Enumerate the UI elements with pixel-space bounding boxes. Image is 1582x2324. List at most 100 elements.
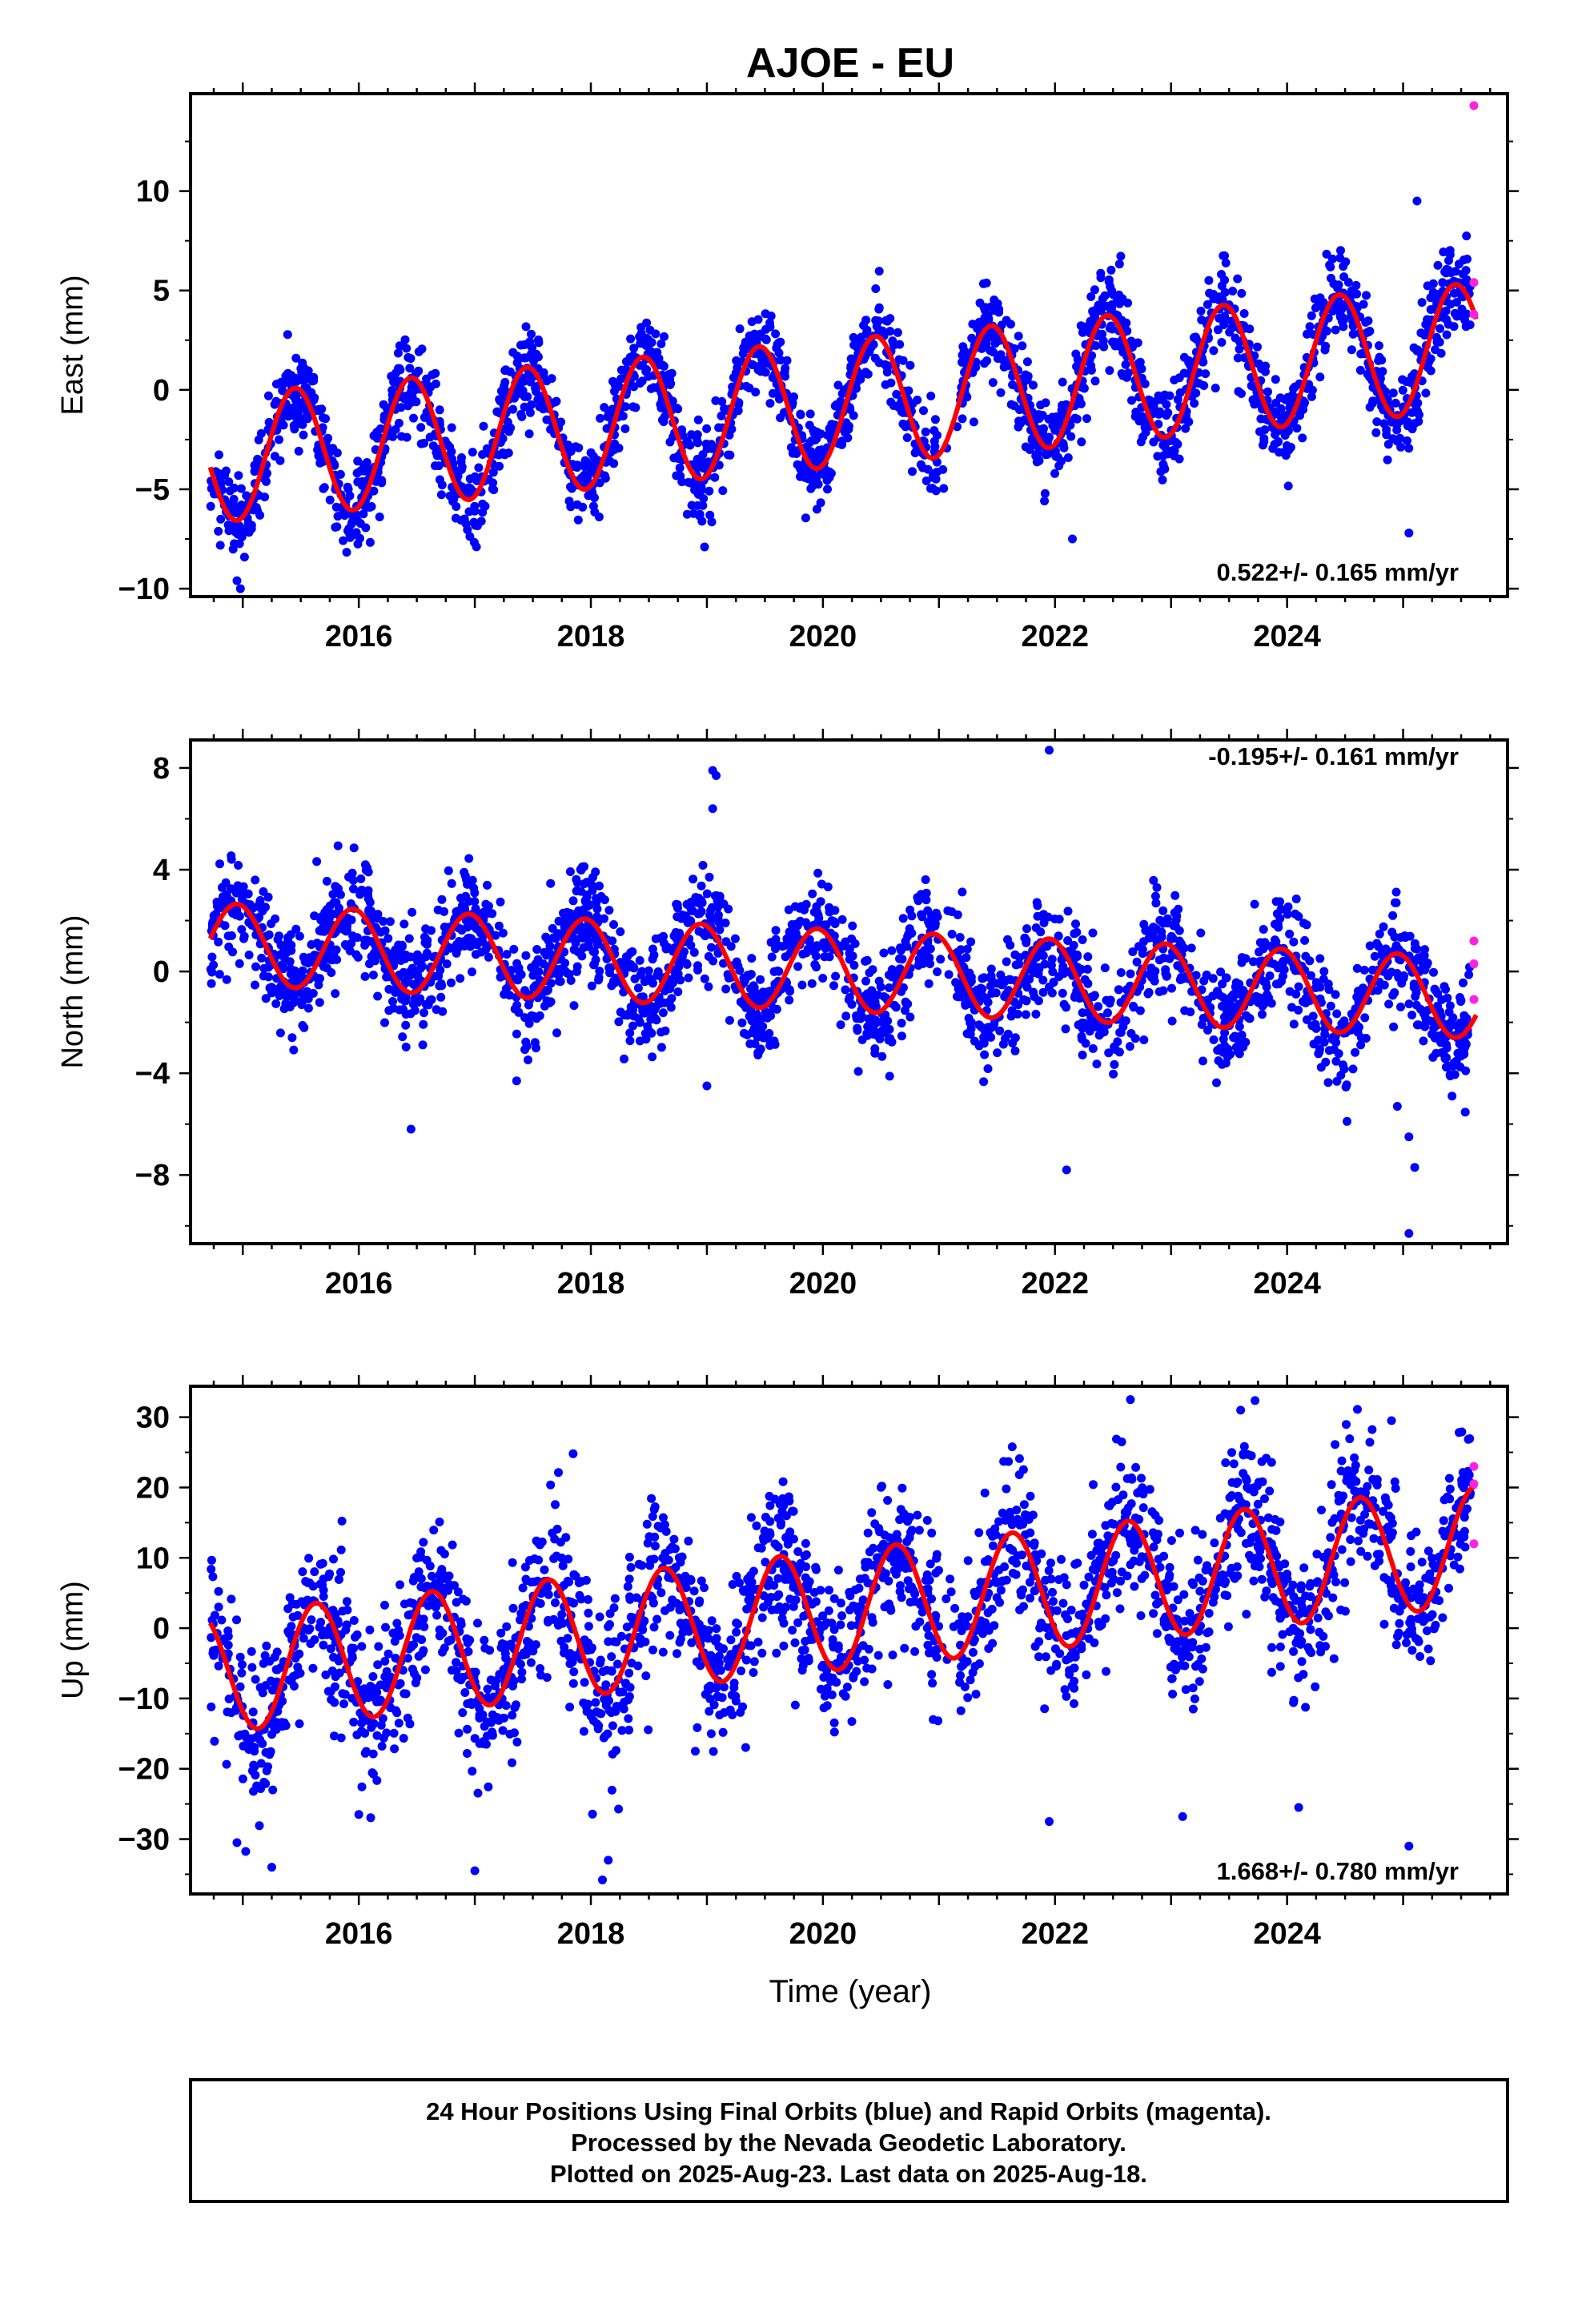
- final-orbit-point: [225, 486, 235, 496]
- final-orbit-point: [921, 427, 930, 436]
- east-final-orbit-points: [206, 196, 1475, 593]
- final-orbit-point: [926, 959, 935, 968]
- final-orbit-point: [853, 1026, 862, 1035]
- final-orbit-point: [353, 539, 363, 549]
- final-orbit-point: [885, 1072, 894, 1081]
- final-orbit-point: [1267, 999, 1276, 1008]
- final-orbit-point: [495, 395, 504, 404]
- final-orbit-point: [351, 528, 361, 537]
- final-orbit-point: [1302, 1015, 1311, 1024]
- final-orbit-point: [215, 859, 224, 869]
- final-orbit-point: [1382, 425, 1391, 435]
- final-orbit-point: [714, 423, 724, 432]
- final-orbit-point: [364, 905, 374, 915]
- final-orbit-point: [368, 971, 378, 979]
- final-orbit-point: [1322, 249, 1331, 259]
- final-orbit-point: [725, 1015, 734, 1025]
- final-orbit-point: [355, 890, 365, 899]
- final-orbit-point: [837, 915, 847, 924]
- final-orbit-point: [399, 1005, 408, 1014]
- final-orbit-point: [721, 984, 731, 994]
- final-orbit-point: [604, 906, 614, 915]
- final-orbit-point: [234, 861, 243, 870]
- final-orbit-point: [813, 918, 822, 927]
- final-orbit-point: [596, 413, 605, 423]
- final-orbit-point: [1150, 925, 1160, 935]
- final-orbit-point: [984, 315, 994, 324]
- final-orbit-point: [986, 1032, 996, 1042]
- final-orbit-point: [402, 432, 412, 442]
- final-orbit-point: [482, 444, 492, 453]
- final-orbit-point: [443, 440, 452, 449]
- final-orbit-point: [684, 477, 693, 487]
- final-orbit-point: [1421, 1018, 1431, 1027]
- final-orbit-point: [1211, 384, 1220, 393]
- final-orbit-point: [1428, 287, 1438, 297]
- final-orbit-point: [381, 1622, 390, 1632]
- final-orbit-point: [278, 386, 287, 396]
- final-orbit-point: [1390, 988, 1399, 998]
- rapid-orbit-point: [1469, 310, 1479, 320]
- final-orbit-point: [463, 934, 472, 943]
- final-orbit-point: [1030, 992, 1039, 1001]
- final-orbit-point: [1099, 342, 1109, 352]
- final-orbit-point: [288, 392, 298, 401]
- final-orbit-point: [1287, 1003, 1296, 1012]
- final-orbit-point: [283, 330, 292, 340]
- final-orbit-point: [1167, 1016, 1177, 1026]
- final-orbit-point: [897, 1483, 907, 1493]
- final-orbit-point: [349, 884, 358, 894]
- final-orbit-point: [534, 335, 543, 344]
- final-orbit-point: [1058, 988, 1067, 998]
- final-orbit-point: [332, 522, 342, 532]
- final-orbit-point: [1374, 356, 1383, 365]
- final-orbit-point: [1150, 891, 1160, 901]
- final-orbit-point: [1285, 929, 1295, 939]
- final-orbit-point: [1426, 366, 1435, 376]
- final-orbit-point: [986, 346, 995, 356]
- final-orbit-point: [966, 937, 976, 947]
- final-orbit-point: [1209, 1035, 1219, 1044]
- final-orbit-point: [675, 955, 685, 965]
- final-orbit-point: [1204, 1609, 1214, 1618]
- final-orbit-point: [565, 867, 575, 876]
- final-orbit-point: [805, 937, 814, 947]
- final-orbit-point: [345, 529, 355, 539]
- final-orbit-point: [387, 385, 397, 395]
- final-orbit-point: [397, 940, 407, 950]
- final-orbit-point: [1289, 937, 1299, 947]
- final-orbit-point: [436, 490, 446, 500]
- final-orbit-point: [293, 408, 303, 418]
- final-orbit-point: [369, 949, 379, 959]
- final-orbit-point: [670, 967, 680, 977]
- final-orbit-point: [1339, 322, 1348, 332]
- final-orbit-point: [427, 995, 436, 1004]
- final-orbit-point: [576, 865, 585, 875]
- final-orbit-point: [1431, 1048, 1441, 1058]
- final-orbit-point: [1407, 408, 1416, 417]
- final-orbit-point: [305, 953, 315, 963]
- final-orbit-point: [1356, 1040, 1366, 1050]
- final-orbit-point: [676, 975, 685, 985]
- final-orbit-point: [702, 889, 712, 899]
- final-orbit-point: [816, 897, 825, 907]
- final-orbit-point: [400, 335, 410, 344]
- final-orbit-point: [1289, 1019, 1299, 1029]
- final-orbit-point: [785, 987, 795, 996]
- final-orbit-point: [365, 898, 375, 907]
- final-orbit-point: [1116, 251, 1126, 261]
- final-orbit-point: [1105, 366, 1114, 376]
- final-orbit-point: [275, 1028, 285, 1038]
- final-orbit-point: [693, 501, 702, 510]
- final-orbit-point: [1438, 278, 1447, 287]
- final-orbit-point: [572, 875, 581, 884]
- final-orbit-point: [420, 938, 430, 947]
- final-orbit-point: [993, 1048, 1002, 1058]
- final-orbit-point: [1319, 967, 1329, 976]
- final-orbit-point: [478, 499, 488, 509]
- final-orbit-point: [256, 428, 266, 438]
- final-orbit-point: [523, 392, 532, 401]
- final-orbit-point: [646, 1015, 656, 1024]
- rapid-orbit-point: [1469, 959, 1479, 969]
- final-orbit-point: [947, 930, 957, 939]
